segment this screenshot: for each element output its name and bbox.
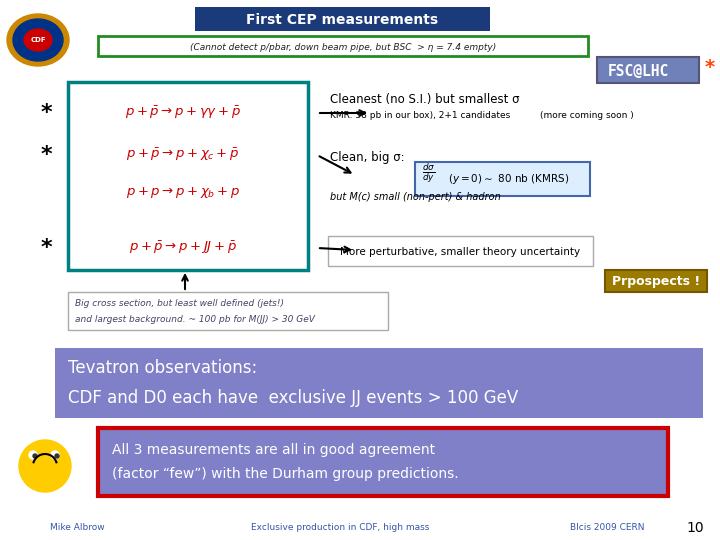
- Text: Tevatron observations:: Tevatron observations:: [68, 359, 257, 377]
- Text: Prpospects !: Prpospects !: [612, 275, 700, 288]
- Text: Mike Albrow: Mike Albrow: [50, 523, 104, 532]
- Text: $p+p\rightarrow p+\chi_b+p$: $p+p\rightarrow p+\chi_b+p$: [126, 186, 240, 200]
- Bar: [195, 7, 490, 31]
- Text: More perturbative, smaller theory uncertainty: More perturbative, smaller theory uncert…: [340, 247, 580, 257]
- Text: KMR: 38 pb in our box), 2+1 candidates: KMR: 38 pb in our box), 2+1 candidates: [330, 111, 510, 120]
- Text: *: *: [40, 238, 52, 258]
- Bar: [597, 57, 699, 83]
- Text: and largest background. ~ 100 pb for M(JJ) > 30 GeV: and largest background. ~ 100 pb for M(J…: [75, 314, 315, 323]
- Bar: [55, 348, 703, 418]
- Text: FSC@LHC: FSC@LHC: [608, 64, 669, 78]
- Ellipse shape: [55, 454, 59, 458]
- Text: but M(c) small (non-pert) & hadron: but M(c) small (non-pert) & hadron: [330, 192, 500, 202]
- Text: $p+\bar{p}\rightarrow p+JJ+\bar{p}$: $p+\bar{p}\rightarrow p+JJ+\bar{p}$: [129, 240, 237, 256]
- Ellipse shape: [7, 14, 69, 66]
- Ellipse shape: [51, 451, 59, 459]
- Text: CDF: CDF: [30, 37, 46, 43]
- Text: Cleanest (no S.I.) but smallest σ: Cleanest (no S.I.) but smallest σ: [330, 93, 520, 106]
- Text: Big cross section, but least well defined (jets!): Big cross section, but least well define…: [75, 300, 284, 308]
- Text: *: *: [705, 58, 715, 78]
- Bar: [328, 236, 593, 266]
- Bar: [415, 162, 590, 196]
- Bar: [68, 292, 388, 330]
- Text: *: *: [40, 103, 52, 123]
- Bar: [605, 270, 707, 292]
- Text: (factor “few”) with the Durham group predictions.: (factor “few”) with the Durham group pre…: [112, 467, 459, 481]
- Text: (Cannot detect p/pbar, down beam pipe, but BSC  > η = 7.4 empty): (Cannot detect p/pbar, down beam pipe, b…: [190, 43, 496, 51]
- Text: 10: 10: [686, 521, 704, 535]
- Text: (more coming soon ): (more coming soon ): [540, 111, 634, 120]
- Text: *: *: [40, 145, 52, 165]
- Text: Blcis 2009 CERN: Blcis 2009 CERN: [570, 523, 644, 532]
- Text: CDF and D0 each have  exclusive JJ events > 100 GeV: CDF and D0 each have exclusive JJ events…: [68, 389, 518, 407]
- Ellipse shape: [29, 451, 37, 459]
- Bar: [68, 82, 308, 270]
- Bar: [98, 428, 668, 496]
- Text: Exclusive production in CDF, high mass: Exclusive production in CDF, high mass: [251, 523, 429, 532]
- Bar: [98, 36, 588, 56]
- Text: $p+\bar{p}\rightarrow p+\gamma\gamma+\bar{p}$: $p+\bar{p}\rightarrow p+\gamma\gamma+\ba…: [125, 105, 241, 122]
- Ellipse shape: [13, 19, 63, 61]
- Text: First CEP measurements: First CEP measurements: [246, 13, 438, 27]
- Text: All 3 measurements are all in good agreement: All 3 measurements are all in good agree…: [112, 443, 435, 457]
- Text: $p+\bar{p}\rightarrow p+\chi_c+\bar{p}$: $p+\bar{p}\rightarrow p+\chi_c+\bar{p}$: [126, 147, 240, 163]
- Text: $(y=0)\sim$ 80 nb (KMRS): $(y=0)\sim$ 80 nb (KMRS): [448, 172, 570, 186]
- Ellipse shape: [24, 29, 52, 51]
- Text: $\frac{d\sigma}{dy}$: $\frac{d\sigma}{dy}$: [422, 161, 436, 185]
- Ellipse shape: [19, 440, 71, 492]
- Ellipse shape: [33, 454, 37, 458]
- Text: Clean, big σ:: Clean, big σ:: [330, 152, 405, 165]
